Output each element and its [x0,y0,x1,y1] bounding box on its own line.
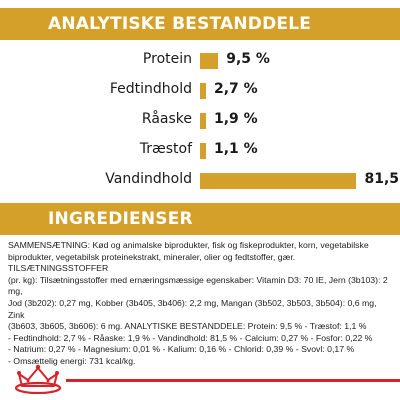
ingredients-line: (pr. kg): Tilsætningsstoffer med ernærin… [8,274,388,297]
ingredients-line: - Natrium: 0,27 % - Magnesium: 0,01 % - … [8,344,355,355]
ingredients-line: - Omsættelig energi: 731 kcal/kg. [8,355,136,366]
analysis-bar [200,173,357,189]
analysis-value: 9,5 % [226,51,270,67]
ingredients-line: biprodukter, vegetabilsk proteinekstrakt… [8,251,296,274]
ingredients-title: INGREDIENSER [48,209,193,229]
ingredients-line: SAMMENSÆTNING: Kød og animalske biproduk… [8,240,369,250]
royal-canin-crown-logo [14,364,62,394]
analysis-row-ash: Råaske 1,9 % [0,106,400,136]
analysis-row-moisture: Vandindhold 81,5 % [0,166,400,196]
ingredients-line: - Fedtindhold: 2,7 % - Råaske: 1,9 % - V… [8,332,373,343]
analysis-value: 1,1 % [214,141,258,157]
analysis-row-protein: Protein 9,5 % [0,46,400,76]
ingredients-line: Jod (3b202): 0,27 mg, Kobber (3b405, 3b4… [8,297,377,320]
analysis-bar [200,113,206,129]
analysis-label: Vandindhold [105,171,192,187]
analysis-value: 81,5 % [364,171,400,187]
analysis-value: 1,9 % [214,111,258,127]
analysis-label: Træstof [139,141,192,157]
analysis-label: Protein [142,51,192,67]
analysis-bar [200,53,219,69]
analysis-value: 2,7 % [214,81,258,97]
analysis-label: Fedtindhold [109,81,192,97]
footer-divider [66,379,400,382]
analysis-bar [200,143,206,159]
ingredients-header: INGREDIENSER [0,203,400,235]
analysis-table: Protein 9,5 % Fedtindhold 2,7 % Råaske 1… [0,40,400,190]
analysis-row-fibre: Træstof 1,1 % [0,136,400,166]
ingredients-line: (3b603, 3b605, 3b606): 6 mg. ANALYTISKE … [8,321,367,332]
ingredients-text: SAMMENSÆTNING: Kød og animalske biproduk… [8,240,394,368]
analysis-title: ANALYTISKE BESTANDDELE [48,14,312,34]
analysis-row-fat: Fedtindhold 2,7 % [0,76,400,106]
analysis-label: Råaske [141,111,192,127]
analysis-header: ANALYTISKE BESTANDDELE [0,8,400,40]
analysis-bar [200,83,206,99]
